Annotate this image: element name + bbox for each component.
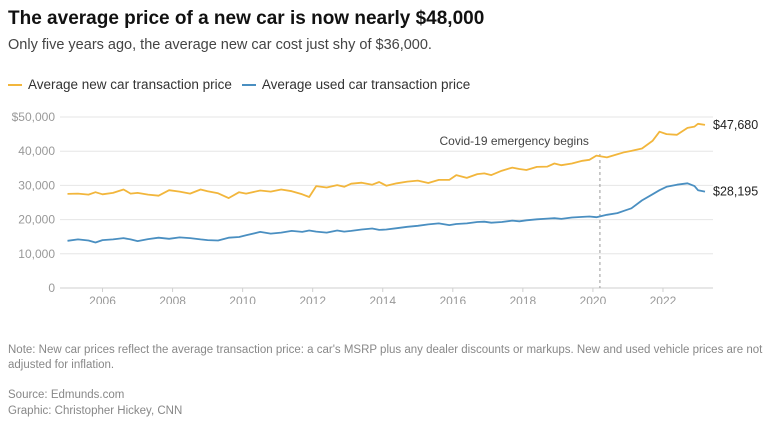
legend-swatch-new xyxy=(8,83,22,86)
x-tick-label: 2020 xyxy=(580,294,607,304)
chart-note: Note: New car prices reflect the average… xyxy=(8,344,763,371)
chart-credit: Graphic: Christopher Hickey, CNN xyxy=(8,405,183,417)
x-tick-label: 2022 xyxy=(650,294,677,304)
y-tick-label: 20,000 xyxy=(18,213,55,227)
x-tick-label: 2018 xyxy=(510,294,537,304)
legend-label-new: Average new car transaction price xyxy=(28,77,232,92)
line-chart: 0 10,000 20,000 30,000 40,000 $50,000 2006 2008… xyxy=(12,110,759,304)
x-tick-label: 2012 xyxy=(299,294,326,304)
new-car-end-label: $47,680 xyxy=(713,118,758,132)
covid-annotation-label: Covid-19 emergency begins xyxy=(439,134,588,148)
legend-label-used: Average used car transaction price xyxy=(261,77,471,92)
x-tick-label: 2016 xyxy=(439,294,466,304)
used-car-price-line xyxy=(67,182,706,244)
chart-source: Source: Edmunds.com xyxy=(8,389,125,401)
y-tick-label: 40,000 xyxy=(18,144,55,158)
new-car-price-line xyxy=(67,122,706,199)
x-tick-label: 2014 xyxy=(369,294,396,304)
y-tick-label: $50,000 xyxy=(12,110,56,124)
y-tick-label: 30,000 xyxy=(18,178,55,192)
legend-item-new: Average new car transaction price xyxy=(8,77,232,92)
chart-title: The average price of a new car is now ne… xyxy=(8,8,485,29)
x-tick-label: 2006 xyxy=(89,294,116,304)
x-tick-label: 2008 xyxy=(159,294,186,304)
used-car-end-label: $28,195 xyxy=(713,185,758,199)
chart-subtitle: Only five years ago, the average new car… xyxy=(8,37,432,53)
x-tick-label: 2010 xyxy=(229,294,256,304)
legend-item-used: Average used car transaction price xyxy=(241,77,471,92)
y-tick-label: 10,000 xyxy=(18,247,55,261)
legend-swatch-used xyxy=(241,83,256,86)
y-tick-label: 0 xyxy=(48,281,55,295)
chart-legend: Average new car transaction price Averag… xyxy=(8,77,480,92)
